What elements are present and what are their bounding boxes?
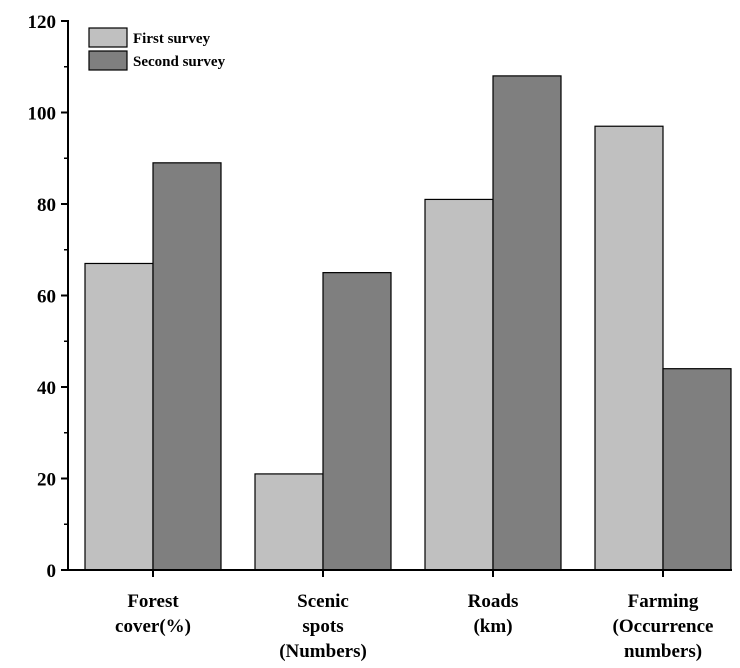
- bar-first-survey-3: [595, 126, 663, 570]
- bar-second-survey-2: [493, 76, 561, 570]
- legend-label: First survey: [133, 31, 211, 47]
- bar-first-survey-0: [85, 263, 153, 570]
- y-tick-label: 100: [28, 104, 57, 125]
- y-axis-ticks: 0 20 40 60 80 100 120: [28, 12, 69, 582]
- x-axis-category-labels: Forest cover(%) Scenic spots (Numbers) Roads(…: [115, 570, 713, 662]
- y-tick-label: 20: [37, 470, 56, 491]
- y-tick-label: 80: [37, 195, 56, 216]
- legend-label: Second survey: [133, 54, 226, 70]
- bar-second-survey-1: [323, 273, 391, 570]
- x-category-label: Farming (Occurrence numbers): [613, 591, 714, 662]
- bars-layer: [85, 76, 731, 570]
- legend: First survey Second survey: [89, 28, 226, 70]
- y-tick-label: 120: [28, 12, 57, 33]
- x-category-label: Scenic spots (Numbers): [279, 591, 367, 662]
- legend-swatch: [89, 28, 127, 47]
- bar-first-survey-1: [255, 474, 323, 570]
- legend-swatch: [89, 51, 127, 70]
- x-category-label: Forest cover(%): [115, 591, 191, 637]
- y-tick-label: 40: [37, 378, 56, 399]
- bar-second-survey-3: [663, 369, 731, 570]
- y-tick-label: 60: [37, 287, 56, 308]
- x-category-label: Roads (km): [468, 591, 519, 637]
- bar-second-survey-0: [153, 163, 221, 570]
- bar-first-survey-2: [425, 199, 493, 570]
- y-tick-label: 0: [47, 561, 57, 582]
